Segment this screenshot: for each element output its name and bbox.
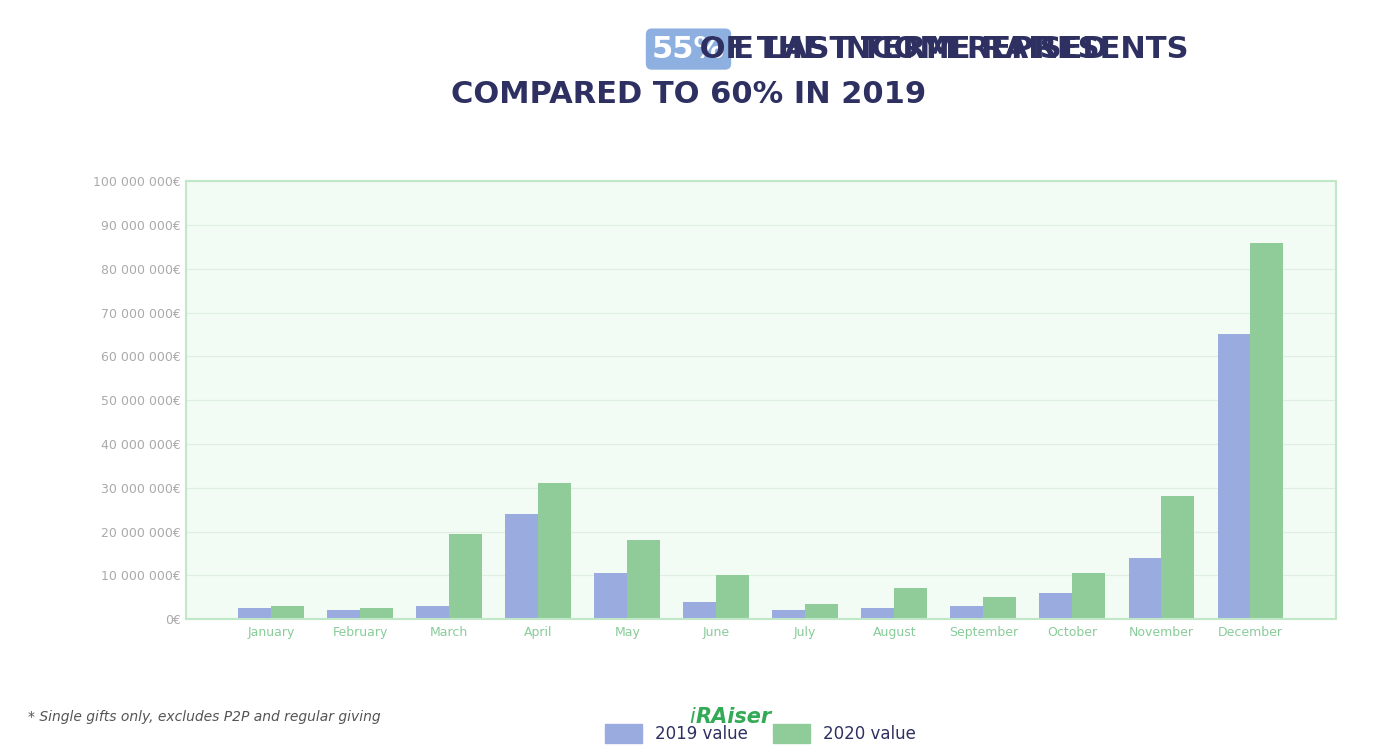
Bar	[238, 609, 271, 619]
Text: COMPARED TO 60% IN 2019: COMPARED TO 60% IN 2019	[450, 80, 927, 109]
Text: 55%: 55%	[651, 35, 726, 63]
Bar	[1129, 558, 1161, 619]
Bar	[772, 610, 806, 619]
Bar	[950, 606, 983, 619]
Text: * Single gifts only, excludes P2P and regular giving: * Single gifts only, excludes P2P and re…	[28, 710, 380, 724]
Bar	[1250, 242, 1283, 619]
Text: THE LAST TERM REPRESENTS: THE LAST TERM REPRESENTS	[687, 35, 1199, 63]
Legend: 2019 value, 2020 value: 2019 value, 2020 value	[606, 724, 916, 743]
Bar	[983, 597, 1016, 619]
Bar	[716, 575, 749, 619]
Bar	[416, 606, 449, 619]
Bar	[1040, 593, 1073, 619]
Bar	[1217, 334, 1250, 619]
Bar	[595, 573, 628, 619]
Text: RAiser: RAiser	[695, 707, 771, 727]
Bar	[271, 606, 304, 619]
Bar	[683, 602, 716, 619]
Bar	[894, 588, 927, 619]
Bar	[1161, 497, 1194, 619]
Bar	[862, 609, 894, 619]
Bar	[505, 514, 538, 619]
Text: i: i	[690, 707, 695, 727]
Bar	[1073, 573, 1106, 619]
Bar	[806, 604, 839, 619]
Text: OF THE INCOME RAISED: OF THE INCOME RAISED	[688, 35, 1107, 63]
Bar	[328, 610, 361, 619]
Bar	[538, 483, 571, 619]
Bar	[449, 534, 482, 619]
Bar	[628, 541, 660, 619]
Bar	[361, 609, 392, 619]
